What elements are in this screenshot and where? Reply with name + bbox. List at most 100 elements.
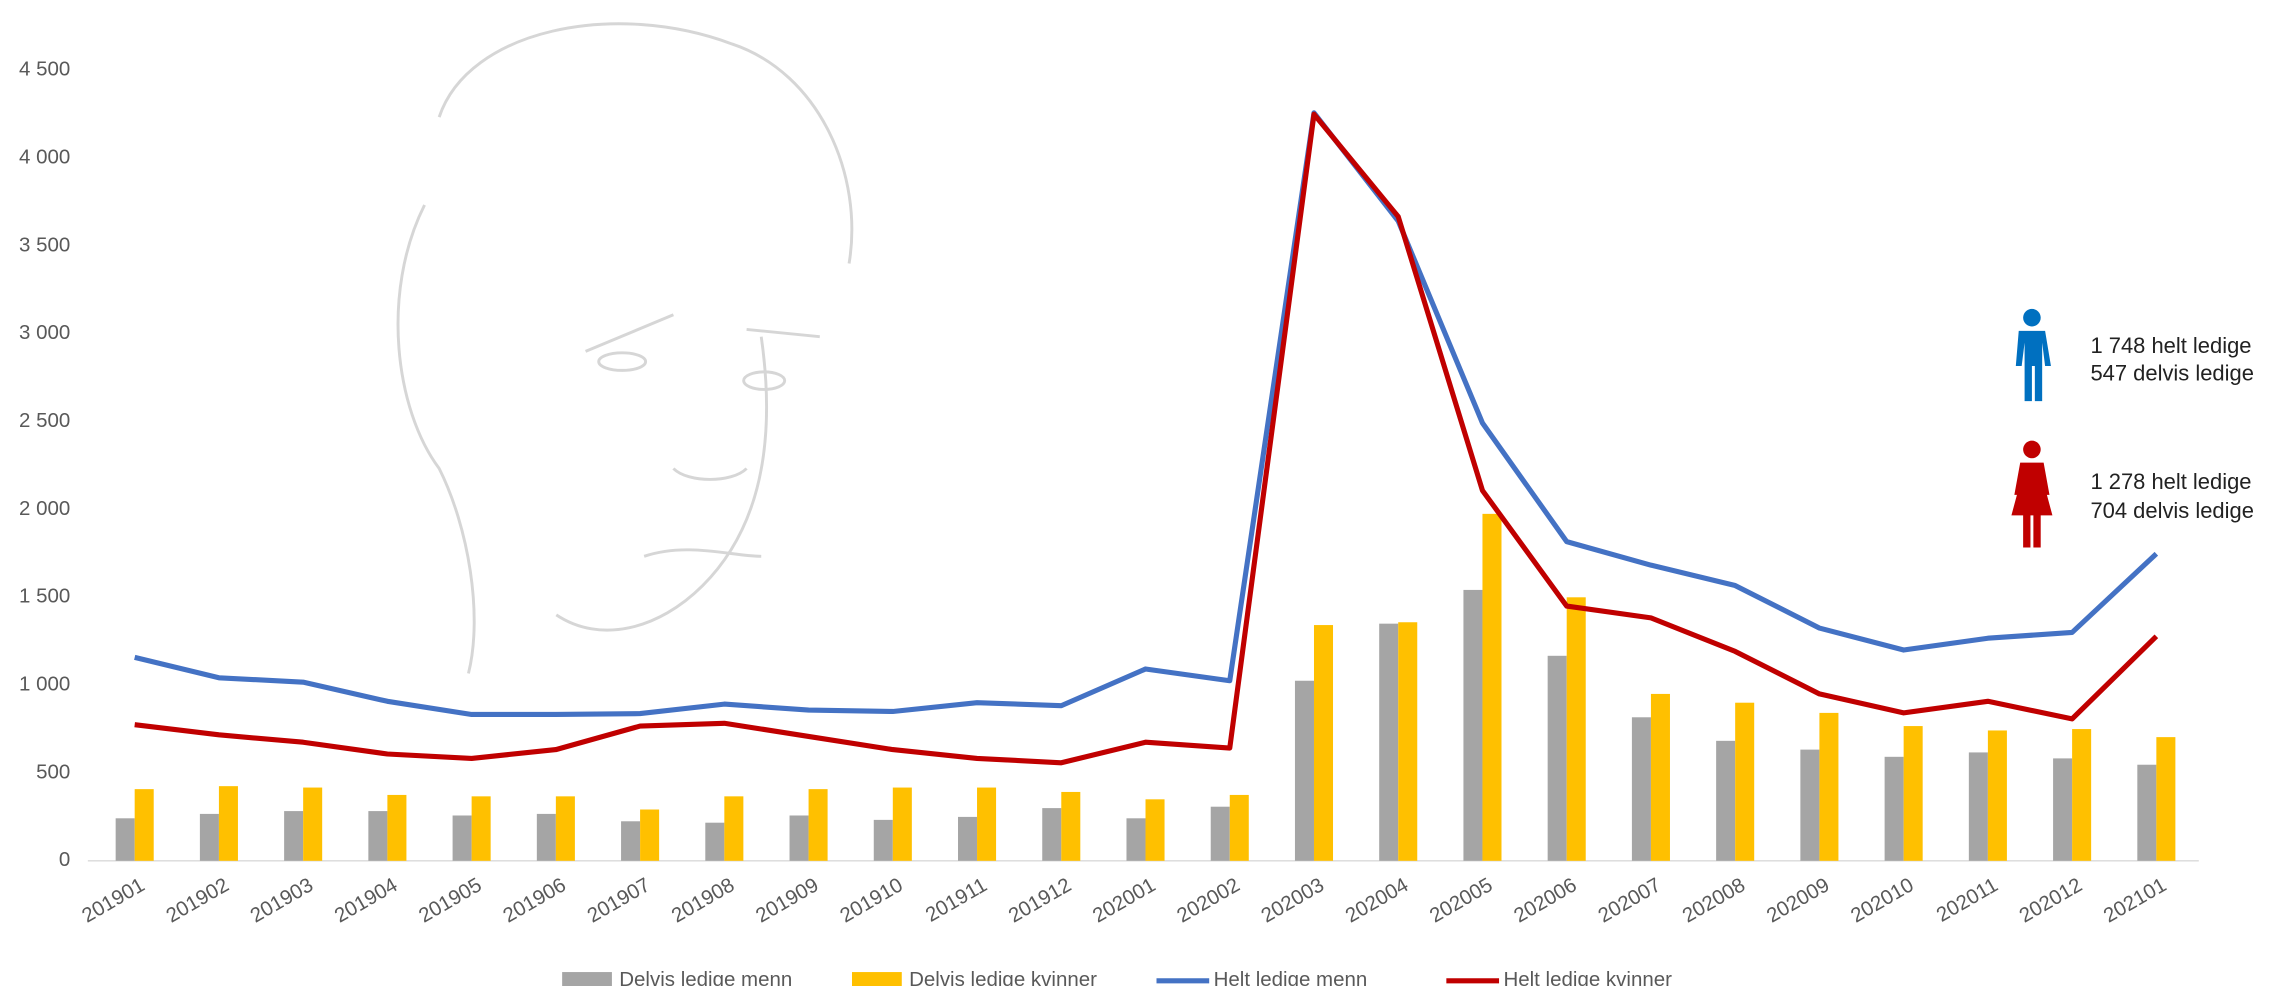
x-tick-label: 202011 bbox=[1932, 873, 2001, 926]
bar bbox=[1716, 740, 1736, 861]
annotation: 1 748 helt ledige bbox=[2090, 333, 2251, 358]
bar bbox=[1884, 756, 1904, 861]
x-tick-label: 201903 bbox=[246, 873, 317, 927]
bar bbox=[1313, 625, 1334, 861]
bar bbox=[2156, 737, 2176, 861]
bar bbox=[1398, 622, 1418, 861]
y-tick-label: 4 000 bbox=[19, 146, 70, 169]
y-tick-label: 1 500 bbox=[19, 585, 70, 608]
bar bbox=[2072, 729, 2092, 861]
bar bbox=[1042, 808, 1062, 861]
bar bbox=[1145, 799, 1165, 861]
x-tick-label: 202001 bbox=[1089, 873, 1160, 927]
bar bbox=[1229, 794, 1249, 861]
x-tick-label: 201910 bbox=[836, 873, 907, 927]
legend-label: Helt ledige kvinner bbox=[1503, 968, 1672, 986]
bar bbox=[1650, 693, 1670, 861]
line bbox=[134, 111, 2159, 766]
x-tick-label: 202002 bbox=[1173, 873, 1244, 927]
y-tick-label: 1 000 bbox=[19, 673, 70, 696]
legend-swatch bbox=[562, 972, 612, 986]
bar bbox=[199, 813, 219, 861]
x-tick-label: 201901 bbox=[78, 873, 149, 927]
bar bbox=[2053, 758, 2073, 861]
bar bbox=[621, 821, 641, 861]
x-tick-label: 202006 bbox=[1510, 873, 1581, 927]
x-tick-label: 202007 bbox=[1594, 873, 1665, 927]
bar bbox=[368, 811, 388, 861]
y-tick-label: 2 000 bbox=[19, 497, 70, 520]
legend-swatch bbox=[852, 972, 902, 986]
x-tick-label: 202012 bbox=[2015, 873, 2086, 927]
x-tick-label: 201908 bbox=[668, 873, 739, 927]
y-tick-label: 3 000 bbox=[19, 321, 70, 344]
bar bbox=[1800, 749, 1820, 861]
legend-label: Helt ledige menn bbox=[1214, 968, 1368, 986]
bar bbox=[1968, 752, 1988, 861]
x-tick-label: 201905 bbox=[415, 873, 486, 927]
bar bbox=[1463, 589, 1483, 861]
y-tick-label: 2 500 bbox=[19, 409, 70, 432]
x-tick-label: 202008 bbox=[1678, 873, 1749, 927]
line bbox=[134, 110, 2159, 718]
y-tick-label: 500 bbox=[36, 760, 70, 783]
annotation: 1 278 helt ledige bbox=[2090, 469, 2251, 494]
x-tick-label: 202003 bbox=[1257, 873, 1328, 927]
x-tick-label: 201904 bbox=[331, 873, 402, 927]
x-tick-label: 201909 bbox=[752, 873, 823, 927]
bar bbox=[115, 818, 135, 861]
bar bbox=[1126, 818, 1146, 861]
bar bbox=[724, 796, 744, 861]
bar bbox=[1987, 730, 2007, 861]
legend-label: Delvis ledige kvinner bbox=[909, 968, 1097, 986]
bar bbox=[705, 822, 725, 861]
x-tick-label: 201907 bbox=[583, 873, 654, 927]
bar bbox=[873, 819, 893, 861]
y-tick-label: 3 500 bbox=[19, 233, 70, 256]
x-tick-label: 202009 bbox=[1763, 873, 1834, 927]
face-sketch bbox=[396, 22, 854, 674]
x-tick-label: 201912 bbox=[1005, 873, 1076, 927]
bar bbox=[303, 787, 323, 861]
x-tick-label: 201906 bbox=[499, 873, 570, 927]
annotation: 704 delvis ledige bbox=[2090, 498, 2253, 523]
x-tick-label: 202004 bbox=[1342, 873, 1413, 927]
bar bbox=[1482, 513, 1502, 861]
bar bbox=[2137, 764, 2157, 861]
bar bbox=[1735, 702, 1755, 861]
bar bbox=[640, 809, 660, 861]
bar bbox=[1566, 597, 1586, 861]
bar bbox=[1061, 791, 1081, 861]
bar bbox=[1547, 655, 1567, 861]
bar bbox=[555, 796, 575, 861]
bar bbox=[536, 813, 556, 861]
annotation: 547 delvis ledige bbox=[2090, 361, 2253, 386]
bar bbox=[134, 789, 154, 861]
x-tick-label: 201902 bbox=[162, 873, 233, 927]
bar bbox=[958, 816, 978, 861]
bar bbox=[892, 787, 912, 861]
icon-woman bbox=[2011, 440, 2053, 548]
bar bbox=[789, 815, 809, 861]
icon-man bbox=[2015, 308, 2051, 402]
x-tick-label: 202005 bbox=[1426, 873, 1497, 927]
bar bbox=[471, 796, 491, 861]
bar bbox=[284, 811, 304, 861]
bar bbox=[452, 815, 472, 861]
x-tick-label: 202101 bbox=[2100, 873, 2171, 927]
bar bbox=[1903, 726, 1923, 861]
bar bbox=[1631, 717, 1651, 861]
bar bbox=[1210, 806, 1230, 861]
x-tick-label: 202010 bbox=[1847, 873, 1918, 927]
bar bbox=[1294, 680, 1314, 861]
y-tick-label: 0 bbox=[59, 848, 70, 871]
bar bbox=[387, 794, 407, 861]
x-tick-label: 201911 bbox=[922, 873, 991, 926]
bar bbox=[218, 786, 238, 861]
bar bbox=[1819, 712, 1839, 861]
bar bbox=[1379, 623, 1399, 861]
y-tick-label: 4 500 bbox=[19, 58, 70, 81]
bar bbox=[977, 787, 997, 861]
bar bbox=[808, 789, 828, 861]
